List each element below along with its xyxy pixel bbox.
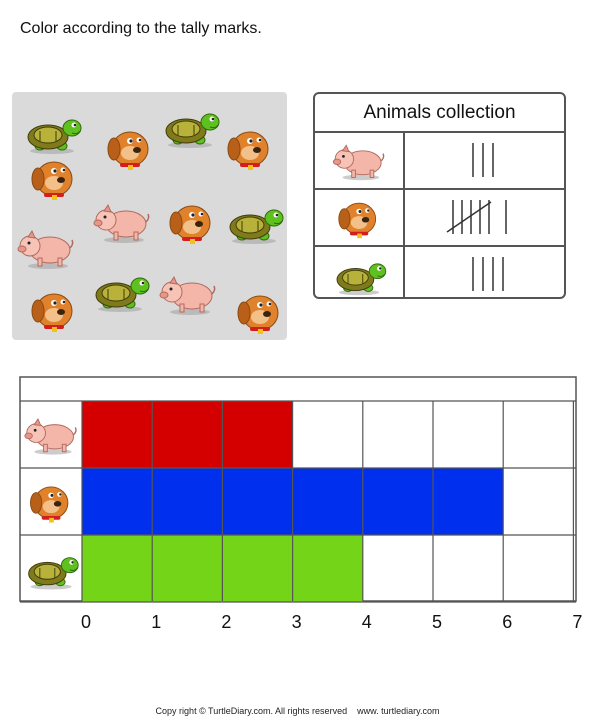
turtle-icon: [165, 113, 220, 148]
tally-marks: [472, 143, 494, 177]
x-tick-label: 7: [572, 612, 582, 632]
turtle-icon: [336, 263, 387, 296]
tally-row-animal: [331, 251, 389, 302]
turtle-icon: [95, 277, 150, 312]
pig-icon: [17, 229, 74, 269]
panel-animal: [160, 100, 222, 155]
turtle-icon: [28, 557, 79, 590]
dog-icon: [31, 161, 73, 200]
pig-icon: [332, 144, 385, 181]
dog-icon: [169, 205, 211, 244]
tally-marks: [472, 257, 504, 291]
x-tick-label: 5: [432, 612, 442, 632]
dog-icon: [30, 486, 69, 523]
panel-animal: [162, 196, 224, 251]
panel-animal: [24, 284, 86, 339]
x-tick-label: 4: [362, 612, 372, 632]
tally-table-title: Animals collection: [363, 102, 516, 123]
tally-column-divider: [403, 131, 405, 297]
x-tick-label: 0: [81, 612, 91, 632]
panel-animal: [220, 122, 282, 177]
footer-website: www. turtlediary.com: [357, 706, 440, 716]
x-tick-label: 6: [502, 612, 512, 632]
panel-animal: [230, 286, 292, 341]
dog-icon: [338, 202, 377, 239]
panel-animal: [24, 152, 86, 207]
tally-row-animal: [331, 194, 389, 245]
panel-animal: [90, 264, 152, 319]
panel-animal: [22, 106, 84, 161]
tally-row-divider: [315, 131, 564, 133]
tally-row-divider: [315, 188, 564, 190]
instruction-text: Color according to the tally marks.: [20, 20, 262, 37]
pig-icon: [93, 203, 150, 243]
tally-row-divider: [315, 245, 564, 247]
tally-strike: [446, 201, 492, 233]
pig-icon: [24, 418, 77, 455]
x-tick-label: 3: [292, 612, 302, 632]
dog-icon: [237, 295, 279, 334]
graph-row-pig: [24, 418, 77, 455]
tally-table: Animals collection: [313, 92, 566, 299]
x-tick-label: 2: [221, 612, 231, 632]
dog-icon: [31, 293, 73, 332]
turtle-icon: [27, 119, 82, 154]
x-tick-label: 1: [151, 612, 161, 632]
graph-row-turtle: [28, 557, 79, 590]
panel-animal: [100, 122, 162, 177]
dog-icon: [227, 131, 269, 170]
panel-animal: [224, 196, 286, 251]
graph-row-dog: [30, 486, 69, 523]
tally-marks: [446, 200, 507, 234]
animal-picture-panel: [12, 92, 287, 340]
bar-pig: [82, 401, 293, 468]
footer: Copy right © TurtleDiary.com. All rights…: [0, 706, 595, 716]
tally-row-animal: [331, 137, 389, 188]
pig-icon: [159, 275, 216, 315]
bar-graph: 0 1 2 3 4 5 6 7: [19, 376, 582, 632]
dog-icon: [107, 131, 149, 170]
footer-copyright: Copy right © TurtleDiary.com. All rights…: [155, 706, 348, 716]
panel-animal: [16, 222, 78, 277]
panel-animal: [92, 196, 154, 251]
panel-animal: [158, 268, 220, 323]
turtle-icon: [229, 209, 284, 244]
